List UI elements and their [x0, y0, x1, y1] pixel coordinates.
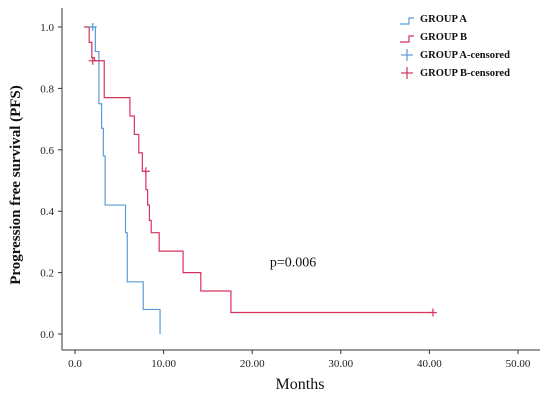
x-tick-label: 50.00 — [506, 358, 531, 370]
y-axis-title: Progression free survival (PFS) — [8, 85, 24, 285]
x-ticks: 0.0 10.00 20.00 30.00 40.00 50.00 — [68, 350, 531, 370]
censor-mark-group-a — [88, 23, 97, 31]
x-tick-label: 0.0 — [68, 358, 82, 370]
x-tick-label: 20.00 — [240, 358, 265, 370]
x-tick-label: 30.00 — [328, 358, 353, 370]
y-tick-label: 0.8 — [40, 83, 54, 95]
svg-text:GROUP A: GROUP A — [420, 14, 467, 25]
censor-mark-group-b — [428, 308, 437, 317]
y-tick-label: 0.6 — [40, 145, 54, 157]
survival-curve-group-b — [83, 26, 433, 314]
legend: GROUP A GROUP B GROUP A-censored GROUP B… — [400, 14, 510, 79]
p-value-annotation: p=0.006 — [270, 255, 316, 270]
x-tick-label: 40.00 — [417, 358, 442, 370]
legend-item-group-b: GROUP B — [400, 32, 467, 43]
censor-mark-group-b — [88, 56, 97, 65]
censor-marks — [88, 23, 437, 317]
y-tick-label: 0.0 — [40, 329, 54, 341]
y-tick-label: 0.2 — [40, 268, 54, 280]
y-ticks: 0.0 0.2 0.4 0.6 0.8 1.0 — [40, 22, 62, 341]
svg-text:GROUP B: GROUP B — [420, 32, 467, 43]
legend-item-group-b-censored: GROUP B-censored — [401, 67, 510, 79]
survival-curves — [83, 26, 433, 334]
svg-text:GROUP A-censored: GROUP A-censored — [420, 50, 510, 61]
censor-mark-group-b — [141, 167, 150, 176]
x-tick-label: 10.00 — [151, 358, 176, 370]
survival-curve-group-a — [89, 26, 161, 334]
legend-item-group-a: GROUP A — [400, 14, 467, 25]
x-axis-title: Months — [276, 376, 325, 393]
y-tick-label: 0.4 — [40, 206, 54, 218]
svg-text:GROUP B-censored: GROUP B-censored — [420, 68, 510, 79]
y-tick-label: 1.0 — [40, 22, 54, 34]
legend-item-group-a-censored: GROUP A-censored — [401, 49, 510, 61]
